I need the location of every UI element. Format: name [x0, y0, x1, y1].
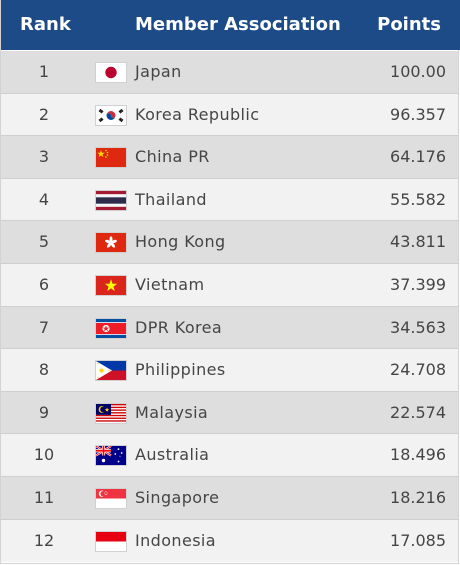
- china-flag-icon: [96, 148, 126, 168]
- country-name: DPR Korea: [135, 317, 223, 337]
- points-cell: 100.00: [390, 62, 446, 81]
- philippines-flag-icon: [96, 361, 126, 381]
- rank-cell: 6: [38, 274, 50, 294]
- country-name: Philippines: [135, 360, 226, 380]
- points-cell: 18.496: [390, 445, 446, 465]
- points-cell: 64.176: [390, 147, 446, 167]
- rank-cell: 2: [38, 104, 50, 124]
- points-cell: 34.563: [390, 317, 446, 337]
- points-column-header: Points: [377, 14, 441, 35]
- points-cell: 43.811: [390, 232, 446, 252]
- table-row: 7 DPR Korea 34.563: [1, 306, 458, 350]
- member-association-column-header: Member Association: [135, 14, 341, 35]
- country-name: Australia: [135, 445, 210, 465]
- table-row: 3 China PR 64.176: [1, 136, 458, 179]
- points-cell: 96.357: [390, 104, 446, 124]
- rank-cell: 12: [33, 530, 55, 550]
- country-name: China PR: [135, 147, 210, 167]
- points-cell: 24.708: [390, 360, 446, 380]
- points-cell: 55.582: [390, 189, 446, 209]
- country-name: Singapore: [135, 487, 220, 507]
- table-row: 1 Japan 100.00: [1, 51, 458, 94]
- rank-cell: 1: [38, 62, 50, 81]
- rank-cell: 9: [38, 402, 50, 422]
- thailand-flag-icon: [96, 190, 126, 210]
- south-korea-flag-icon: [96, 105, 126, 125]
- table-row: 6 Vietnam 37.399: [1, 263, 458, 307]
- points-cell: 22.574: [390, 402, 446, 422]
- table-row: 9 Malaysia 22.574: [1, 391, 458, 435]
- country-name: Korea Republic: [135, 104, 260, 124]
- country-name: Japan: [135, 62, 182, 81]
- country-name: Indonesia: [135, 530, 216, 550]
- malaysia-flag-icon: [96, 403, 126, 423]
- singapore-flag-icon: [96, 488, 126, 508]
- table-row: 2 Korea Republic 96.357: [1, 93, 458, 137]
- points-cell: 37.399: [390, 274, 446, 294]
- country-name: Thailand: [135, 189, 207, 209]
- table-row: 11 Singapore 18.216: [1, 476, 458, 520]
- rank-cell: 7: [38, 317, 50, 337]
- rank-cell: 3: [38, 147, 50, 167]
- rank-cell: 5: [38, 232, 50, 252]
- table-body: 1 Japan 100.00 2: [1, 51, 458, 563]
- rank-cell: 4: [38, 189, 50, 209]
- vietnam-flag-icon: [96, 275, 126, 295]
- table-row: 8 Philippines 24.708: [1, 349, 458, 392]
- rank-cell: 8: [38, 360, 50, 380]
- points-cell: 17.085: [390, 530, 446, 550]
- table-row: 12 Indonesia 17.085: [1, 519, 458, 563]
- table-row: 4 Thailand 55.582: [1, 178, 458, 222]
- points-cell: 18.216: [390, 487, 446, 507]
- country-name: Malaysia: [135, 402, 209, 422]
- country-name: Hong Kong: [135, 232, 226, 252]
- table-header: Rank Member Association Points: [1, 0, 460, 50]
- country-name: Vietnam: [135, 274, 205, 294]
- table-row: 10: [1, 434, 458, 477]
- hong-kong-flag-icon: [96, 233, 126, 253]
- japan-flag-icon: [96, 63, 126, 82]
- rank-cell: 11: [33, 487, 55, 507]
- table-row: 5 Hong Kong 43.811: [1, 221, 458, 264]
- rank-column-header: Rank: [20, 14, 71, 35]
- indonesia-flag-icon: [96, 531, 126, 551]
- rank-cell: 10: [33, 445, 55, 465]
- north-korea-flag-icon: [96, 318, 126, 338]
- australia-flag-icon: [96, 446, 126, 466]
